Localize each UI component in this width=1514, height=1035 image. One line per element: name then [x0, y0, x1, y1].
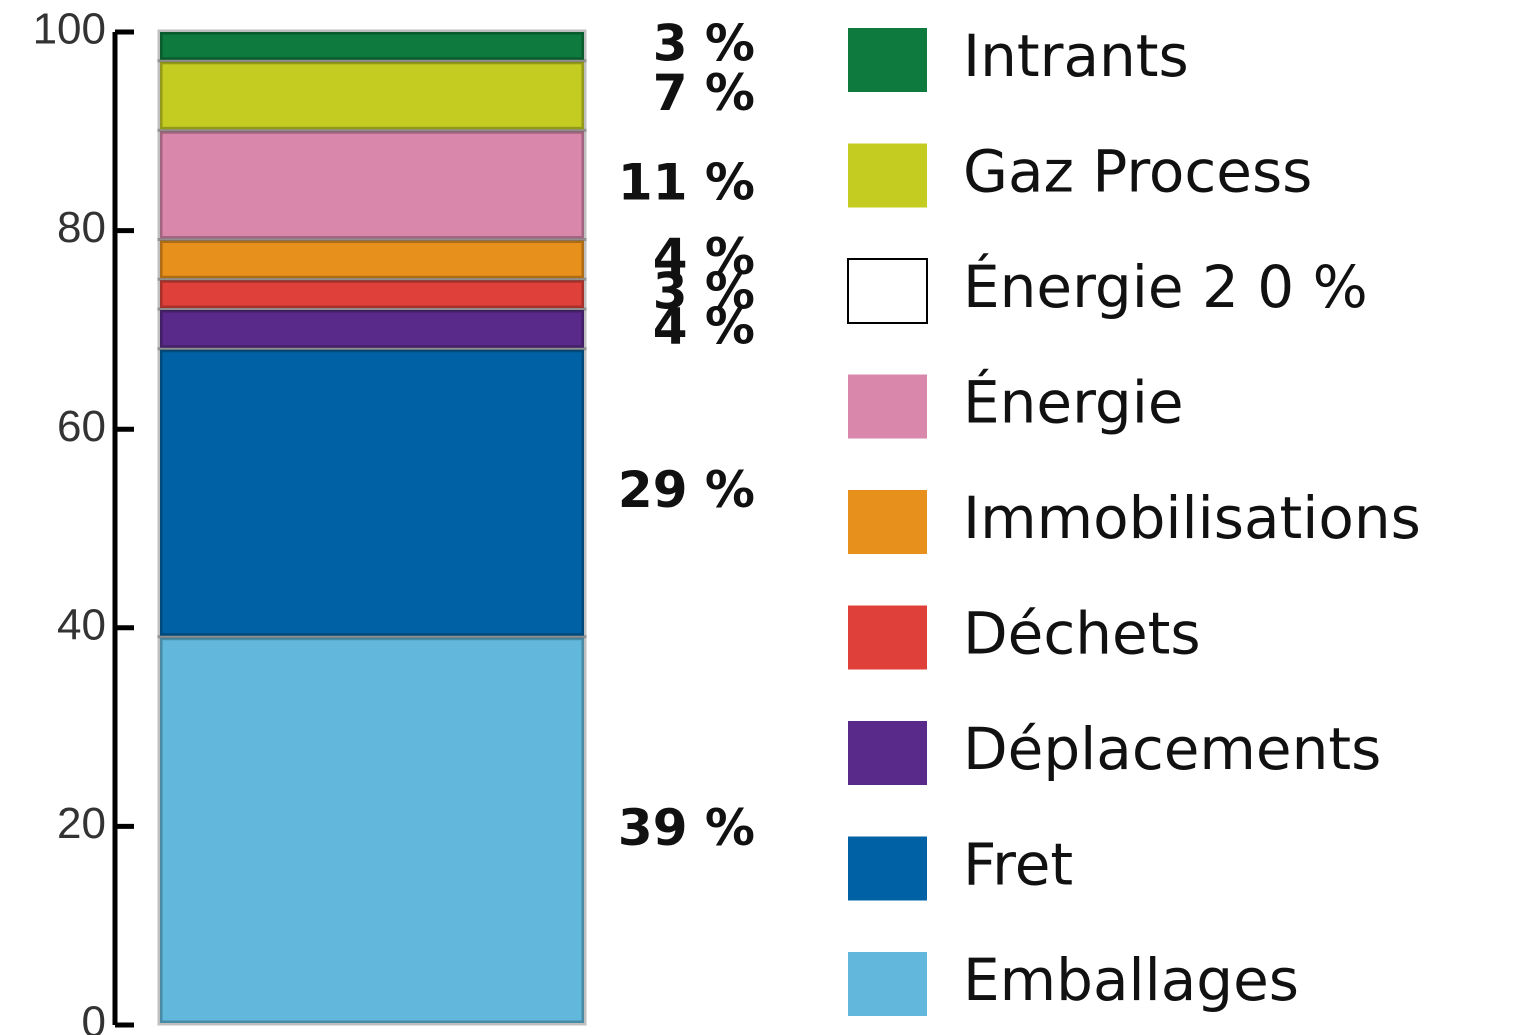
bar-segment	[157, 635, 587, 1026]
legend-swatch	[848, 605, 927, 670]
value-label: 29 %	[618, 461, 755, 519]
legend-label: Énergie	[963, 368, 1184, 437]
value-label: 7 %	[653, 64, 755, 122]
y-tick-label: 0	[82, 998, 106, 1035]
legend-swatch	[848, 28, 927, 92]
y-tick-label: 60	[57, 402, 106, 451]
bar-segment	[157, 29, 587, 63]
bar-segment	[157, 347, 587, 639]
legend-swatch	[848, 374, 927, 439]
y-tick-label: 80	[57, 203, 106, 252]
legend-label: Déchets	[963, 600, 1201, 668]
legend-label: Déplacements	[963, 715, 1381, 783]
value-label: 4 %	[653, 228, 755, 286]
bar-segment	[157, 307, 587, 351]
legend-label: Gaz Process	[963, 138, 1312, 206]
legend-swatch	[848, 721, 927, 785]
y-tick-label: 20	[57, 799, 106, 848]
bar-segment	[157, 277, 587, 311]
legend-swatch	[847, 258, 928, 324]
value-label: 3 %	[653, 263, 755, 321]
value-label: 4 %	[653, 297, 755, 355]
y-tick-label: 100	[33, 5, 106, 54]
legend-swatch	[848, 836, 927, 901]
value-label: 3 %	[653, 14, 755, 72]
bar-segment	[157, 238, 587, 281]
bar-segment	[157, 128, 587, 242]
legend-label: Fret	[963, 831, 1073, 899]
legend-swatch	[848, 952, 927, 1016]
bar-segment	[157, 59, 587, 132]
legend-label: Emballages	[963, 946, 1299, 1014]
legend-swatch	[848, 490, 927, 554]
legend-label: Intrants	[963, 22, 1189, 90]
legend-swatch	[848, 143, 927, 208]
y-tick-label: 40	[57, 600, 106, 649]
value-label: 39 %	[618, 799, 755, 857]
value-label: 11 %	[618, 153, 755, 211]
legend-label: Énergie 2 0 %	[963, 252, 1368, 321]
legend-label: Immobilisations	[963, 484, 1421, 552]
